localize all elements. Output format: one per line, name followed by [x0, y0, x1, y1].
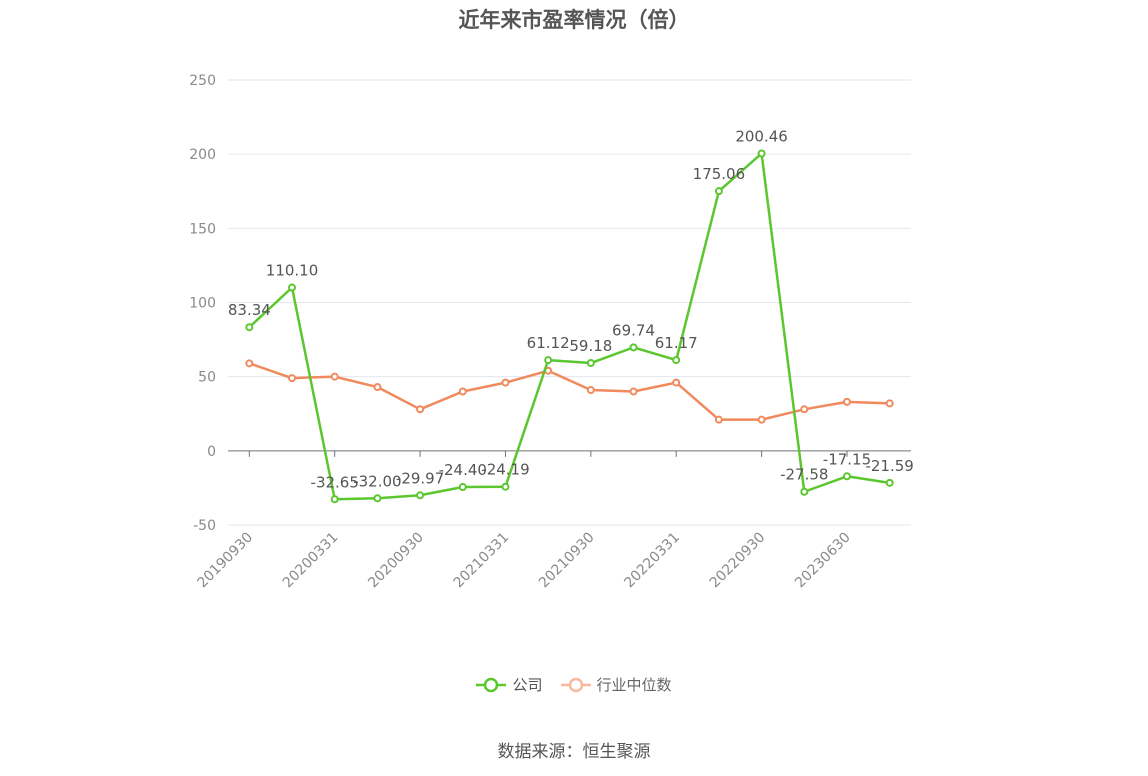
company-point — [672, 356, 681, 365]
company-data-label: -32.00 — [353, 472, 401, 490]
company-data-label: 83.34 — [228, 301, 271, 319]
chart-title: 近年来市盈率情况（倍） — [458, 8, 690, 32]
y-axis: -50 0 50 100 150 200 250 — [189, 73, 216, 534]
company-data-label: -32.65 — [311, 473, 359, 491]
y-tick-label: 0 — [207, 444, 216, 460]
legend: 公司 行业中位数 — [0, 674, 1148, 695]
x-tick-label: 20200331 — [280, 530, 342, 592]
x-tick-label: 20220930 — [707, 530, 769, 592]
company-point — [245, 323, 254, 332]
source-note: 数据来源：恒生聚源 — [497, 742, 651, 762]
company-data-label: -21.59 — [865, 457, 913, 475]
industry-point — [373, 383, 382, 392]
y-tick-label: 100 — [189, 296, 216, 312]
company-point — [458, 483, 467, 492]
series-layer — [245, 149, 894, 504]
company-data-label: 61.12 — [527, 334, 570, 352]
company-data-label: -29.97 — [396, 469, 444, 487]
industry-point — [586, 386, 595, 395]
industry-point — [842, 397, 851, 406]
company-data-label: -24.19 — [481, 461, 529, 479]
company-point — [544, 356, 553, 365]
y-tick-label: -50 — [193, 518, 216, 534]
company-point — [416, 491, 425, 500]
industry-point — [330, 372, 339, 381]
industry-point — [757, 415, 766, 424]
company-point — [800, 487, 809, 496]
industry-point — [672, 378, 681, 387]
industry-series-line — [248, 362, 890, 421]
company-point — [629, 343, 638, 352]
industry-point — [288, 374, 297, 383]
company-point — [373, 494, 382, 503]
company-data-label: 110.10 — [266, 262, 319, 280]
company-series-line — [248, 152, 890, 501]
y-tick-label: 200 — [189, 147, 216, 163]
x-tick-label: 20210930 — [536, 530, 598, 592]
industry-point — [245, 359, 254, 368]
company-point — [885, 478, 894, 487]
legend-industry-marker-icon — [560, 677, 591, 692]
company-data-label: -27.58 — [780, 466, 828, 484]
company-point — [586, 359, 595, 368]
x-tick-label: 20230630 — [792, 530, 854, 592]
y-tick-label: 150 — [189, 221, 216, 237]
x-tick-label: 20190930 — [194, 530, 256, 592]
industry-point — [501, 378, 510, 387]
data-labels: 83.34 110.10 -32.65-32.00-29.97-24.40-24.1… — [228, 127, 914, 491]
industry-point — [416, 405, 425, 414]
x-tick-label: 20210331 — [451, 530, 513, 592]
company-point — [842, 472, 851, 481]
x-tick-label: 20220331 — [621, 530, 683, 592]
y-tick-label: 250 — [189, 73, 216, 89]
company-point — [757, 149, 766, 158]
y-tick-label: 50 — [198, 370, 216, 386]
company-data-label: 175.06 — [693, 165, 746, 183]
legend-company-label: 公司 — [512, 676, 543, 694]
industry-point — [800, 405, 809, 414]
legend-company-marker-icon — [476, 677, 507, 692]
company-data-label: 200.46 — [735, 127, 788, 145]
x-tick-label: 20200930 — [365, 530, 427, 592]
industry-point — [629, 387, 638, 396]
grid-lines — [228, 79, 911, 526]
legend-industry-label: 行业中位数 — [596, 676, 672, 694]
company-point — [714, 187, 723, 196]
company-point — [330, 495, 339, 504]
company-point — [288, 283, 297, 292]
company-data-label: -24.40 — [439, 461, 487, 479]
company-data-label: 69.74 — [612, 321, 655, 339]
company-data-label: 61.17 — [655, 334, 698, 352]
industry-point — [714, 415, 723, 424]
legend-item-company[interactable]: 公司 — [476, 674, 543, 695]
company-point — [501, 482, 510, 491]
industry-point — [885, 399, 894, 408]
company-data-label: 59.18 — [569, 337, 612, 355]
industry-point — [458, 387, 467, 396]
company-data-label: -17.15 — [823, 450, 871, 468]
legend-item-industry[interactable]: 行业中位数 — [560, 674, 672, 695]
